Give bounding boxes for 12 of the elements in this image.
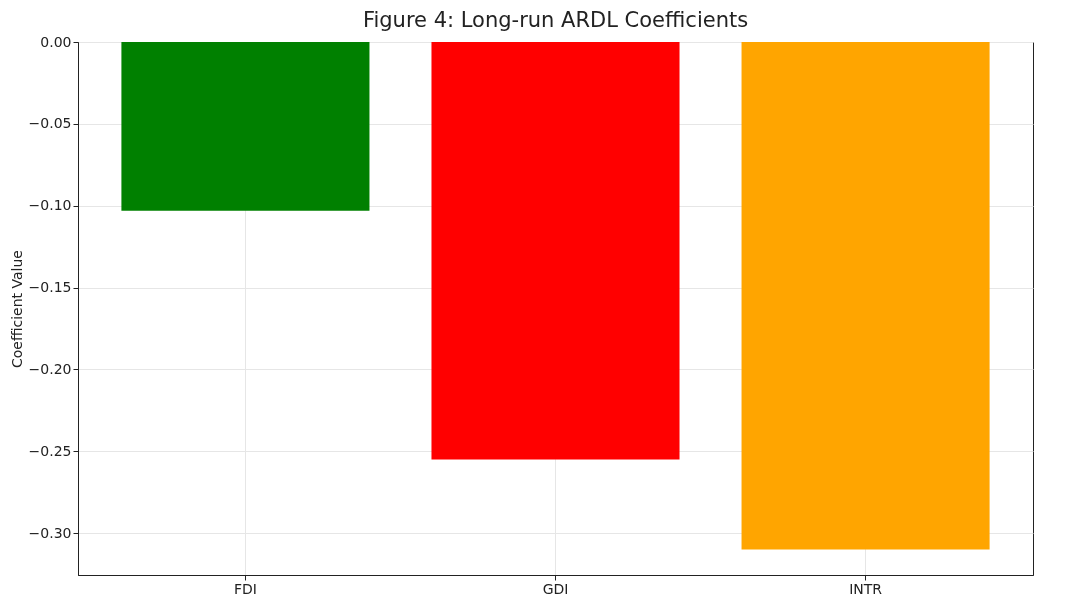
y-tick-label: −0.10 <box>28 197 72 214</box>
y-tick-label: 0.00 <box>40 33 72 50</box>
y-tick-label: −0.05 <box>28 115 72 132</box>
x-tick-label: FDI <box>233 580 257 597</box>
chart-title: Figure 4: Long-run ARDL Coefficients <box>362 8 749 32</box>
y-tick-label: −0.15 <box>28 279 72 296</box>
x-tick-label: INTR <box>849 580 883 597</box>
y-tick-label: −0.20 <box>28 361 72 377</box>
y-tick-label: −0.30 <box>28 524 72 541</box>
x-tick-label: GDI <box>542 580 569 597</box>
y-tick-label: −0.25 <box>28 442 72 459</box>
y-axis-title: Coefficient Value <box>8 250 25 368</box>
